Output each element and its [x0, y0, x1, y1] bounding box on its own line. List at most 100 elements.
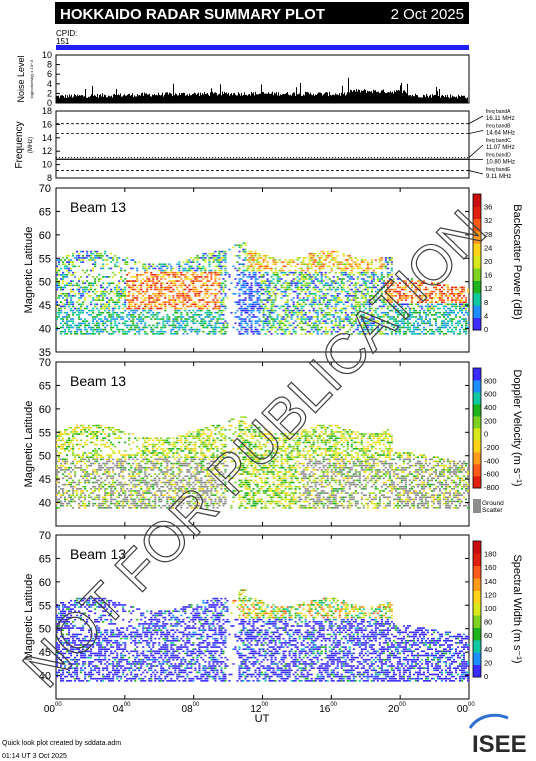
radar-cell	[152, 276, 155, 278]
radar-cell	[134, 328, 137, 331]
radar-cell	[80, 322, 83, 325]
radar-cell	[290, 282, 293, 285]
radar-cell	[420, 305, 423, 308]
radar-cell	[344, 273, 347, 276]
radar-cell	[208, 322, 211, 325]
radar-cell	[266, 290, 269, 293]
radar-cell	[330, 267, 333, 270]
radar-cell	[398, 320, 401, 322]
radar-cell	[96, 458, 99, 461]
radar-cell	[152, 301, 155, 303]
radar-cell	[402, 286, 405, 289]
radar-cell	[118, 297, 121, 299]
radar-cell	[58, 297, 61, 299]
radar-cell	[70, 284, 73, 287]
radar-cell	[380, 316, 383, 318]
radar-cell	[184, 328, 187, 331]
radar-cell	[100, 481, 103, 484]
radar-cell	[390, 324, 393, 327]
radar-cell	[84, 469, 87, 471]
radar-cell	[184, 324, 187, 327]
radar-cell	[130, 305, 133, 308]
radar-cell	[150, 314, 153, 316]
radar-cell	[290, 309, 293, 312]
radar-cell	[350, 263, 353, 266]
radar-cell	[246, 307, 249, 310]
radar-cell	[348, 299, 351, 301]
radar-cell	[420, 284, 423, 287]
radar-cell	[380, 288, 383, 291]
radar-cell	[64, 431, 67, 433]
radar-cell	[170, 286, 173, 289]
radar-cell	[106, 445, 109, 448]
radar-cell	[74, 276, 77, 278]
radar-cell	[88, 255, 91, 257]
radar-cell	[202, 271, 205, 274]
radar-cell	[452, 333, 456, 335]
radar-cell	[438, 295, 442, 297]
radar-cell	[324, 263, 327, 266]
radar-cell	[316, 326, 319, 329]
radar-cell	[418, 286, 421, 289]
radar-cell	[326, 255, 329, 257]
frequency-band-value: 9.11 MHz	[486, 174, 511, 180]
radar-cell	[308, 252, 311, 255]
colorbar-tick-label: 0	[484, 325, 488, 334]
frequency-band-label: freq bandB	[486, 124, 511, 130]
radar-cell	[286, 263, 289, 266]
radar-cell	[88, 494, 91, 496]
radar-cell	[232, 326, 235, 329]
radar-cell	[244, 326, 247, 329]
radar-cell	[460, 292, 464, 295]
radar-cell	[300, 333, 303, 335]
radar-cell	[334, 257, 337, 259]
radar-cell	[110, 494, 113, 496]
radar-cell	[92, 492, 95, 494]
radar-cell	[98, 309, 101, 312]
radar-cell	[430, 324, 434, 327]
radar-cell	[428, 311, 432, 314]
radar-cell	[104, 507, 107, 509]
radar-cell	[344, 316, 347, 318]
radar-cell	[382, 311, 385, 314]
radar-cell	[176, 280, 179, 282]
radar-cell	[282, 333, 285, 335]
radar-cell	[76, 257, 79, 259]
radar-cell	[308, 318, 311, 320]
radar-cell	[134, 303, 137, 306]
latitude-tick-label: 60	[39, 230, 51, 242]
radar-cell	[312, 255, 315, 257]
radar-cell	[62, 282, 65, 285]
radar-cell	[60, 292, 63, 295]
radar-cell	[378, 318, 381, 320]
radar-cell	[290, 311, 293, 314]
radar-cell	[88, 326, 91, 329]
radar-cell	[84, 475, 87, 477]
radar-cell	[102, 458, 105, 461]
radar-cell	[132, 322, 135, 325]
radar-cell	[304, 328, 307, 331]
radar-cell	[178, 328, 181, 331]
radar-cell	[188, 267, 191, 270]
radar-cell	[206, 284, 209, 287]
radar-cell	[436, 303, 440, 306]
radar-cell	[272, 259, 275, 261]
radar-cell	[118, 292, 121, 295]
radar-cell	[146, 311, 149, 314]
radar-cell	[362, 280, 365, 282]
radar-cell	[218, 261, 221, 263]
radar-cell	[268, 316, 271, 318]
radar-cell	[214, 255, 217, 257]
radar-cell	[96, 330, 99, 333]
radar-cell	[160, 290, 163, 293]
radar-cell	[94, 460, 97, 463]
radar-cell	[102, 311, 105, 314]
radar-cell	[442, 322, 446, 325]
radar-cell	[300, 316, 303, 318]
radar-cell	[314, 259, 317, 261]
radar-cell	[320, 307, 323, 310]
radar-cell	[198, 301, 201, 303]
radar-cell	[358, 303, 361, 306]
radar-cell	[204, 267, 207, 270]
radar-cell	[256, 282, 259, 285]
